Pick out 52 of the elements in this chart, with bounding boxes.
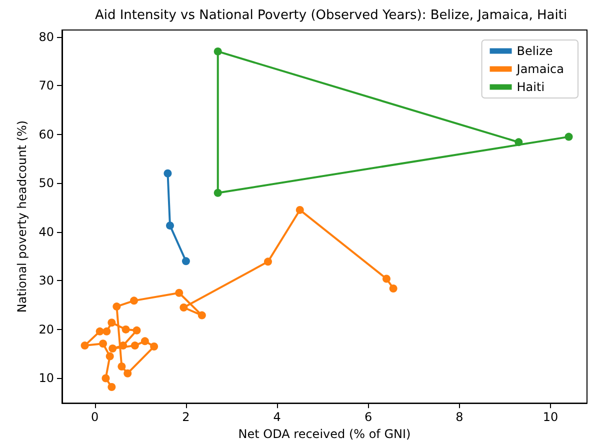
point bbox=[122, 325, 130, 334]
point bbox=[514, 138, 523, 146]
point bbox=[108, 318, 116, 327]
point bbox=[214, 188, 222, 197]
point bbox=[130, 296, 138, 305]
y-tick-label: 50 bbox=[38, 176, 54, 190]
point bbox=[164, 169, 172, 178]
point bbox=[108, 383, 116, 392]
point bbox=[124, 369, 132, 378]
point bbox=[102, 327, 111, 336]
x-tick-label: 6 bbox=[364, 410, 372, 424]
y-axis-title: National poverty headcount (%) bbox=[14, 120, 29, 313]
point bbox=[130, 342, 139, 350]
y-tick-label: 20 bbox=[38, 322, 54, 336]
point bbox=[182, 257, 190, 266]
y-tick-label: 80 bbox=[38, 30, 54, 44]
y-tick-label: 10 bbox=[38, 371, 54, 386]
x-axis-title: Net ODA received (% of GNI) bbox=[238, 427, 411, 441]
point bbox=[106, 352, 114, 360]
point bbox=[389, 284, 398, 292]
point bbox=[150, 342, 158, 351]
chart-title: Aid Intensity vs National Poverty (Observed Years): Belize, Jamaica, Haiti bbox=[94, 8, 568, 23]
point bbox=[132, 326, 141, 334]
legend-label: Belize bbox=[516, 44, 553, 58]
legend-label: Jamaica bbox=[516, 62, 564, 76]
point bbox=[166, 222, 174, 230]
point bbox=[198, 311, 206, 320]
point bbox=[118, 362, 126, 371]
point bbox=[99, 340, 108, 348]
point bbox=[382, 274, 390, 283]
point bbox=[180, 304, 188, 312]
point bbox=[296, 206, 304, 214]
y-tick-label: 30 bbox=[38, 274, 54, 288]
point bbox=[102, 374, 110, 382]
point bbox=[80, 342, 89, 350]
y-tick-label: 70 bbox=[38, 78, 54, 93]
point bbox=[112, 302, 121, 311]
point bbox=[175, 288, 184, 297]
x-tick-label: 0 bbox=[90, 410, 99, 424]
y-tick-label: 60 bbox=[38, 127, 54, 142]
legend-label: Haiti bbox=[516, 80, 545, 94]
x-tick-label: 10 bbox=[542, 410, 558, 424]
point bbox=[108, 344, 117, 352]
y-tick-label: 40 bbox=[38, 224, 54, 239]
point bbox=[96, 327, 104, 336]
point bbox=[214, 47, 222, 56]
point bbox=[264, 258, 272, 266]
point bbox=[564, 132, 573, 141]
point bbox=[140, 337, 149, 346]
x-tick-label: 8 bbox=[456, 410, 464, 424]
x-tick-label: 2 bbox=[182, 410, 190, 424]
x-tick-label: 4 bbox=[273, 410, 281, 424]
